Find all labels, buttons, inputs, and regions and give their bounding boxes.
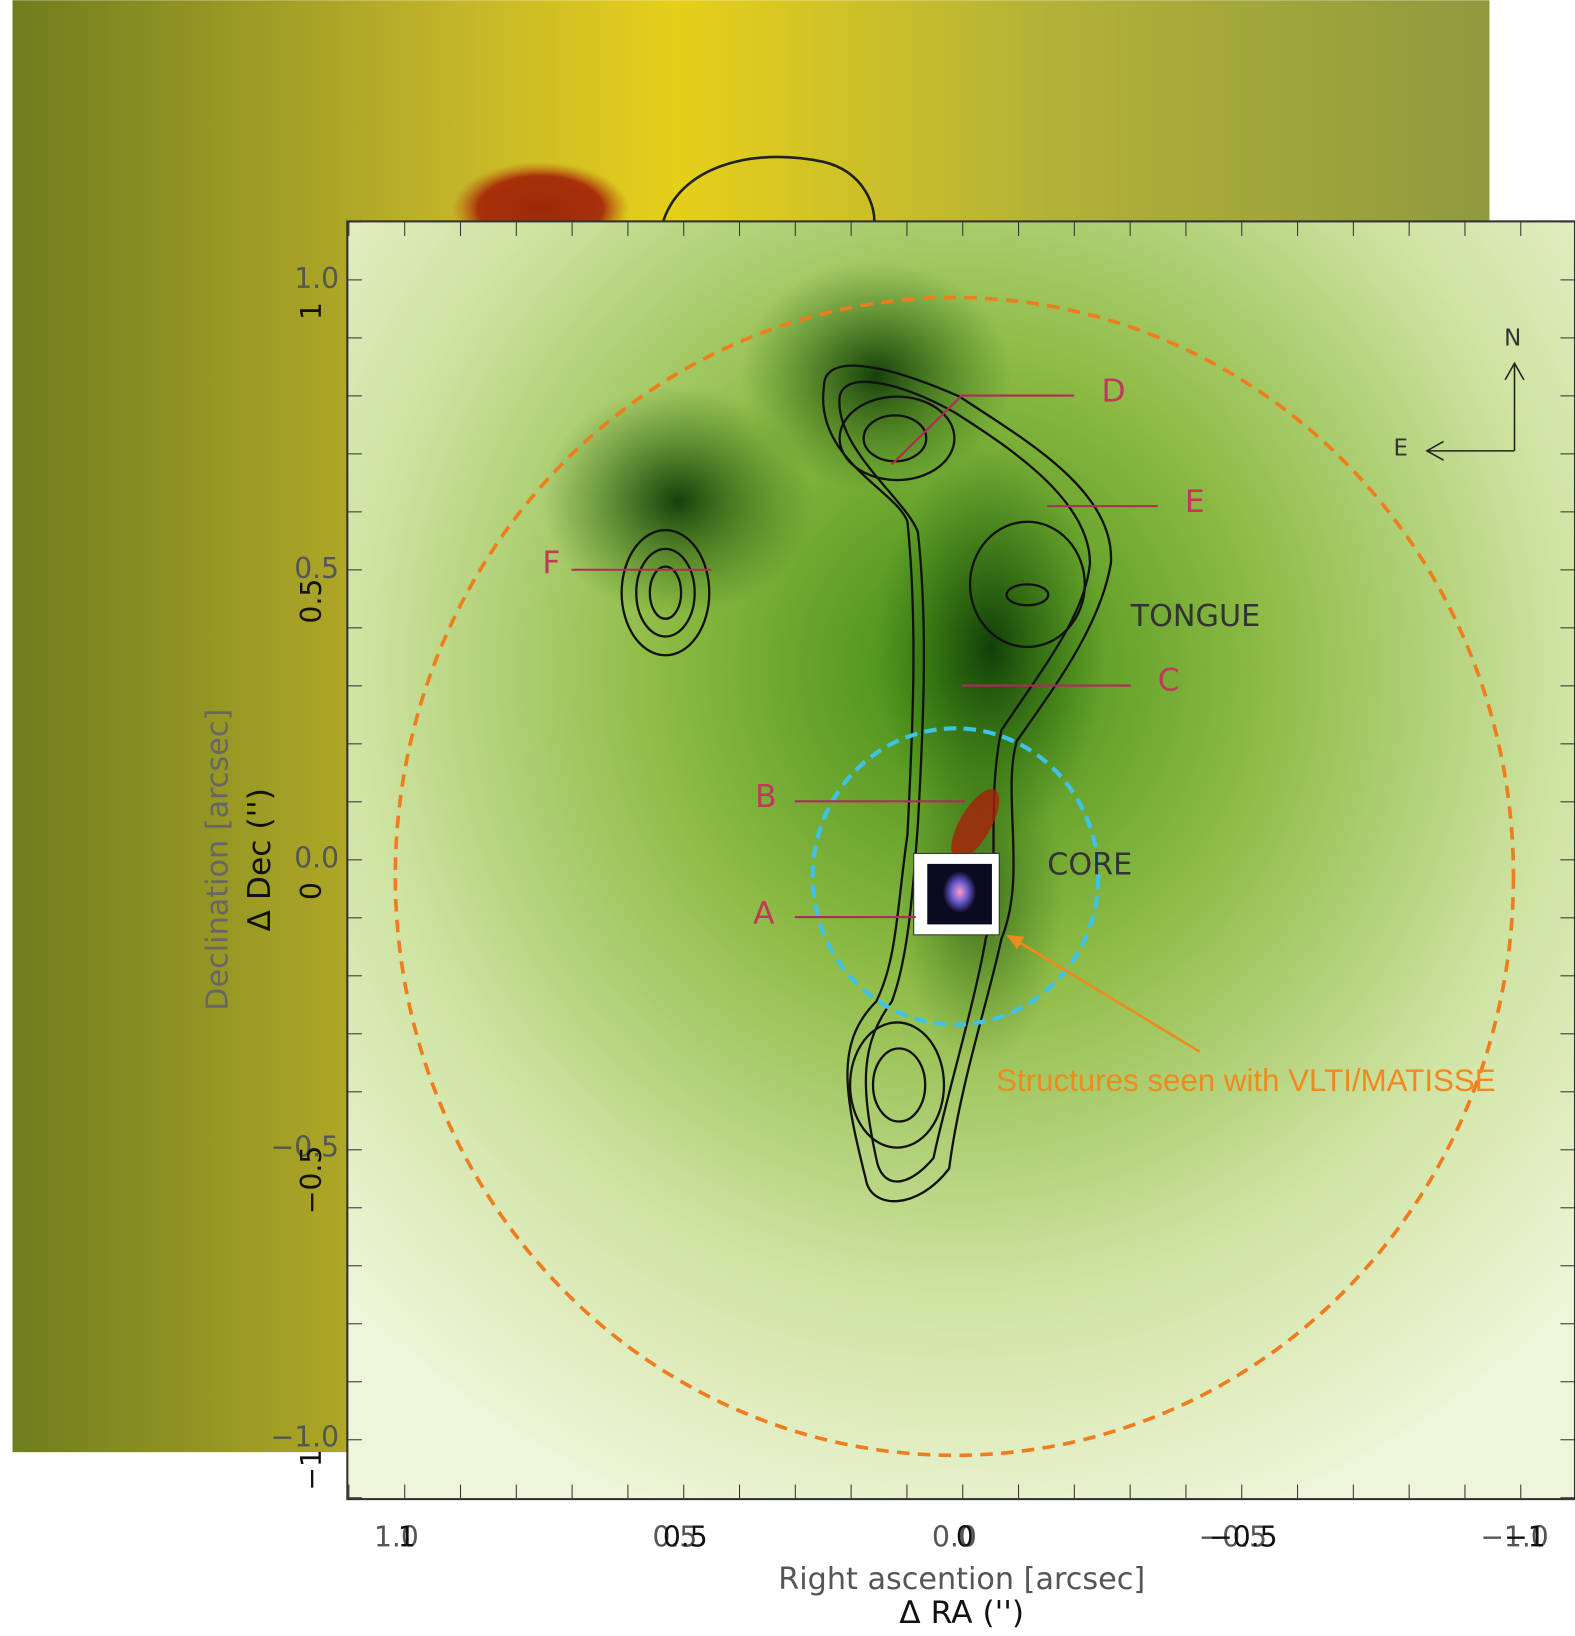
y-tick-label: 1.0 xyxy=(294,262,339,295)
marker-label: A xyxy=(753,896,775,932)
marker-label: D xyxy=(1101,373,1125,409)
region-label: TONGUE xyxy=(1130,599,1261,634)
marker-label: E xyxy=(1185,484,1205,520)
y-tick-label: 0 xyxy=(295,882,328,900)
annotation: Structures seen with VLTI/MATISSE xyxy=(996,1063,1496,1098)
x-axis-label: Right ascention [arcsec] xyxy=(778,1562,1145,1597)
x-tick-label: 1 xyxy=(398,1521,416,1554)
dark-region xyxy=(542,386,813,615)
y-axis-label: Declination [arcsec] xyxy=(201,709,236,1011)
y-tick-label: 1 xyxy=(295,302,328,320)
x-tick-label: −0.5 xyxy=(1209,1521,1277,1554)
marker-label: B xyxy=(755,779,776,815)
x-tick-label: −1 xyxy=(1504,1521,1546,1554)
y-tick-label: 0.5 xyxy=(295,579,328,624)
marker-label: F xyxy=(542,546,560,582)
marker-label: C xyxy=(1158,662,1180,698)
x-axis-label: Δ RA ('') xyxy=(899,1595,1024,1631)
x-tick-label: 0.5 xyxy=(663,1521,708,1554)
figure: A B C D E F TONGUE CORE N E Structures s… xyxy=(0,0,1575,1636)
region-label: CORE xyxy=(1047,847,1132,882)
compass-label: E xyxy=(1394,435,1409,461)
y-axis-label: Δ Dec ('') xyxy=(242,788,278,931)
y-tick-label: −1 xyxy=(295,1449,328,1491)
compass-label: N xyxy=(1504,326,1521,352)
y-tick-label: −0.5 xyxy=(295,1146,328,1214)
x-tick-label: 0 xyxy=(956,1521,974,1554)
y-tick-label: 0.0 xyxy=(294,842,339,875)
inset-blob xyxy=(943,871,976,913)
